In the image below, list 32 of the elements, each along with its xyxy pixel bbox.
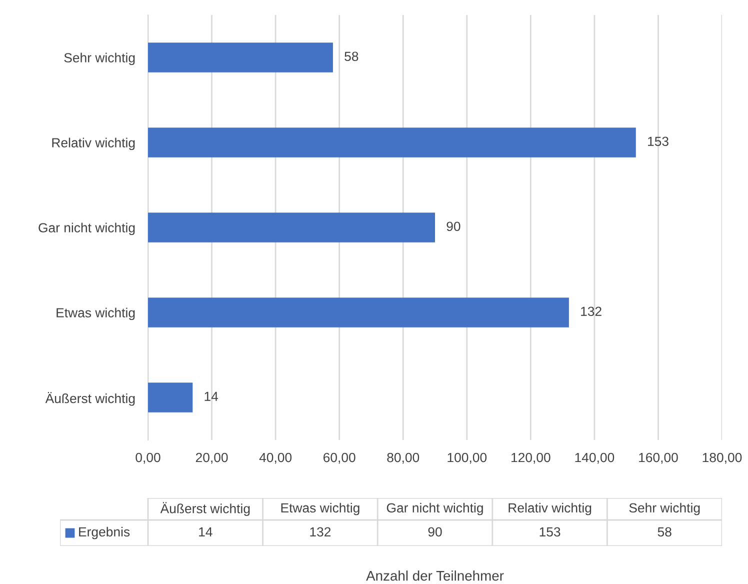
category-label: Sehr wichtig [629, 502, 700, 516]
data-label: 90 [446, 222, 460, 232]
category-label: Etwas wichtig [281, 502, 360, 516]
data-label: 132 [581, 306, 602, 316]
text: 14 [199, 527, 212, 536]
y-tick-label: Etwas wichtig [56, 308, 135, 320]
x-tick-label: 20,00 [196, 452, 228, 464]
legend-label: Ergebnis [79, 526, 130, 540]
category-label: Äußerst wichtig [160, 502, 250, 516]
text: 132 [310, 527, 331, 537]
data-label: 153 [648, 136, 668, 146]
y-tick-label: Gar nicht wichtig [38, 222, 135, 236]
text: 153 [540, 527, 560, 537]
x-tick-label: 120,00 [511, 452, 550, 464]
x-tick-label: 60,00 [323, 452, 356, 464]
y-tick-label: Äußerst wichtig [45, 392, 135, 406]
data-label: 58 [344, 52, 358, 62]
y-tick-label: Sehr wichtig [64, 52, 135, 66]
x-tick-label: 180,00 [702, 452, 742, 464]
data-label: 14 [204, 392, 218, 401]
x-tick-label: 40,00 [259, 452, 292, 464]
y-tick-label: Relativ wichtig [52, 138, 135, 150]
text: 58 [658, 527, 672, 537]
category-label: Relativ wichtig [508, 502, 592, 516]
text: Anzahl der Teilnehmer [366, 570, 504, 581]
x-tick-label: 160,00 [639, 452, 678, 464]
x-tick-label: 0,00 [136, 452, 160, 464]
x-tick-label: 140,00 [575, 452, 614, 464]
x-tick-label: 80,00 [387, 452, 420, 464]
text: 90 [428, 527, 442, 537]
x-tick-label: 100,00 [448, 452, 487, 464]
category-label: Gar nicht wichtig [386, 502, 483, 516]
